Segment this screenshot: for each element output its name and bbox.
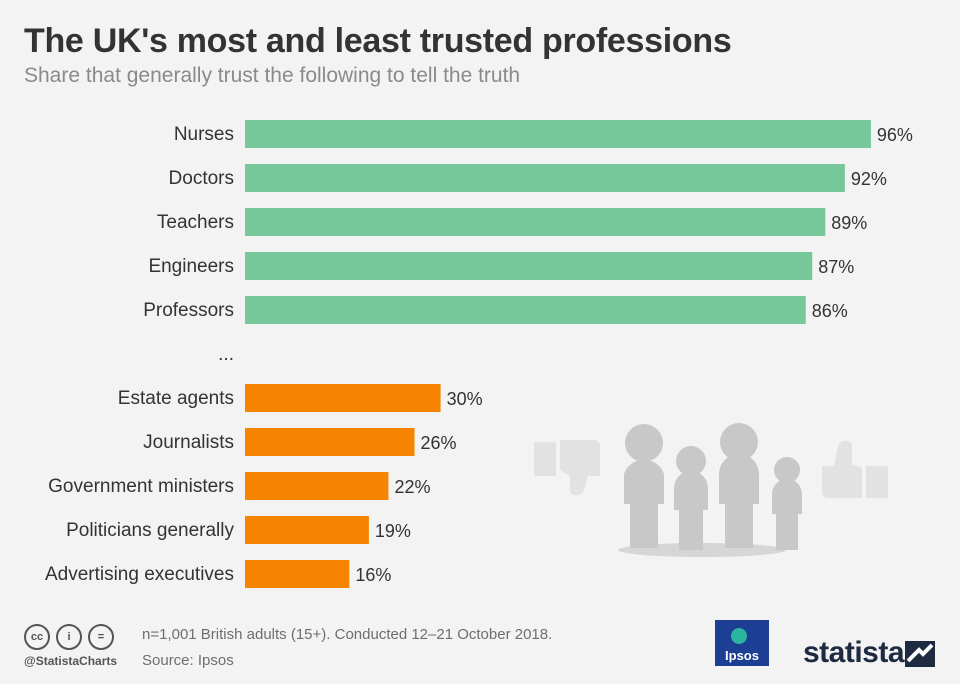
data-label: 87% [818, 257, 854, 277]
category-label: Professors [143, 300, 234, 321]
data-label: 26% [421, 433, 457, 453]
people-group-icon [618, 423, 802, 557]
bar [245, 208, 826, 236]
footer-note: n=1,001 British adults (15+). Conducted … [142, 626, 553, 643]
thumbs-down-icon [534, 440, 600, 496]
category-label: Teachers [157, 212, 234, 233]
bar [245, 384, 441, 412]
bar [245, 428, 415, 456]
data-label: 89% [831, 213, 867, 233]
data-label: 19% [375, 521, 411, 541]
bar [245, 472, 389, 500]
creative-commons-icon: cc [24, 624, 50, 650]
category-label: Estate agents [118, 388, 234, 409]
category-label: Engineers [148, 256, 234, 277]
bar [245, 120, 871, 148]
bar [245, 516, 369, 544]
bar [245, 560, 350, 588]
footer-source: Source: Ipsos [142, 652, 234, 669]
category-label: Journalists [143, 432, 234, 453]
data-label: 96% [877, 125, 913, 145]
ipsos-logo-text: Ipsos [725, 648, 759, 663]
data-label: 30% [447, 389, 483, 409]
data-label: 22% [394, 477, 430, 497]
ipsos-logo: Ipsos [715, 620, 769, 666]
no-derivatives-icon: = [88, 624, 114, 650]
category-label: Government ministers [48, 476, 234, 497]
statista-logo-mark [905, 641, 935, 667]
chart-subtitle: Share that generally trust the following… [24, 64, 521, 87]
category-label: Nurses [174, 124, 234, 145]
bar [245, 296, 806, 324]
data-label: 16% [355, 565, 391, 585]
data-label: 86% [812, 301, 848, 321]
category-label: Doctors [169, 168, 234, 189]
bar [245, 164, 845, 192]
bar [245, 252, 813, 280]
thumbs-up-icon [822, 440, 888, 498]
bars-group: Nurses 96% Doctors 92% Teachers 89% Engineers 8… [45, 120, 913, 588]
data-label: 92% [851, 169, 887, 189]
attribution-icon: i [56, 624, 82, 650]
license-icons: cc i = [24, 624, 114, 650]
category-label: Advertising executives [45, 564, 234, 585]
category-label: ... [218, 344, 234, 365]
category-label: Politicians generally [66, 520, 234, 541]
chart-title: The UK's most and least trusted professi… [24, 22, 732, 60]
statista-logo: statista [803, 636, 905, 669]
statista-handle: @StatistaCharts [24, 654, 118, 668]
